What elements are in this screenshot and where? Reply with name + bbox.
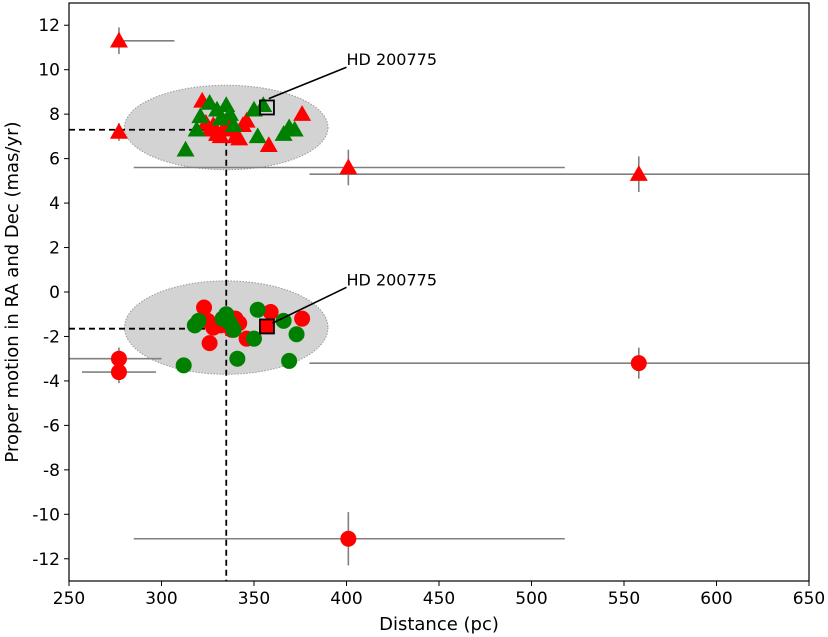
triangle-point-green (220, 105, 239, 121)
x-tick-label: 550 (608, 589, 640, 609)
x-tick-label: 300 (145, 589, 177, 609)
circle-point-red (110, 364, 127, 381)
x-tick-label: 250 (53, 589, 85, 609)
y-tick-label: 10 (38, 61, 60, 81)
triangle-point-red (629, 165, 648, 181)
highlight-square (259, 99, 275, 116)
x-tick-label: 650 (793, 589, 825, 609)
x-tick-label: 450 (423, 589, 455, 609)
circle-point-red (196, 299, 213, 316)
triangle-point-green (191, 107, 210, 124)
y-tick-label: -8 (43, 461, 60, 481)
circle-point-green (288, 326, 305, 343)
triangle-point-red (230, 129, 249, 146)
triangle-point-red (237, 111, 256, 128)
circle-point-green (246, 330, 262, 347)
y-tick-label: -4 (43, 372, 60, 392)
circle-point-red (110, 350, 127, 367)
circle-point-red (340, 530, 357, 547)
triangle-point-red (259, 136, 278, 153)
data-points (109, 31, 648, 547)
x-tick-label: 600 (700, 589, 732, 609)
triangle-point-green (245, 100, 263, 117)
x-tick-label: 400 (330, 589, 362, 609)
triangle-point-green (248, 127, 267, 144)
axis-ticks: 250 300 350 400 450 500 550 600 650 12 10 8 6 4 2 0 -2 -4… (32, 16, 825, 609)
y-tick-label: -6 (43, 416, 60, 436)
circle-point-green (225, 321, 242, 338)
x-tick-label: 500 (515, 589, 547, 609)
triangle-point-green (176, 140, 195, 157)
annotation-label: HD 200775 (347, 270, 438, 289)
triangle-point-green (187, 120, 206, 137)
triangle-point-red (293, 105, 312, 121)
triangle-point-green (285, 120, 304, 137)
annotations: HD 200775 HD 200775 (268, 50, 438, 324)
y-axis-label: Proper motion in RA and Dec (mas/yr) (2, 121, 23, 462)
x-tick-label: 350 (238, 589, 270, 609)
triangle-point-green (211, 109, 230, 126)
triangle-point-green (224, 116, 243, 133)
y-tick-label: 4 (49, 194, 60, 214)
y-tick-label: -12 (32, 550, 60, 570)
y-tick-label: -10 (32, 505, 60, 525)
circle-point-red (630, 355, 647, 372)
circle-point-green (275, 312, 292, 329)
x-axis-label: Distance (pc) (379, 614, 499, 635)
circle-point-green (281, 352, 298, 369)
y-tick-label: 6 (49, 150, 60, 170)
y-tick-label: 2 (49, 239, 60, 259)
circle-point-green (175, 357, 192, 374)
triangle-point-red (211, 127, 230, 144)
y-tick-label: -2 (43, 327, 60, 347)
circle-point-green (249, 301, 266, 318)
circle-point-red (262, 304, 279, 321)
circle-point-green (229, 350, 246, 367)
annotation-label: HD 200775 (347, 50, 438, 69)
triangle-point-red (109, 122, 128, 139)
circle-point-red (294, 310, 311, 327)
triangle-point-green (254, 96, 273, 113)
y-tick-label: 8 (49, 105, 60, 125)
triangle-point-red (339, 158, 358, 175)
triangle-point-red (109, 31, 128, 48)
y-tick-label: 12 (38, 16, 60, 36)
circle-point-green (190, 312, 207, 329)
annotation-arrow (272, 286, 347, 324)
y-tick-label: 0 (49, 283, 60, 303)
circle-point-red (201, 335, 218, 352)
highlight-square (259, 318, 275, 335)
annotation-arrow (268, 66, 347, 100)
